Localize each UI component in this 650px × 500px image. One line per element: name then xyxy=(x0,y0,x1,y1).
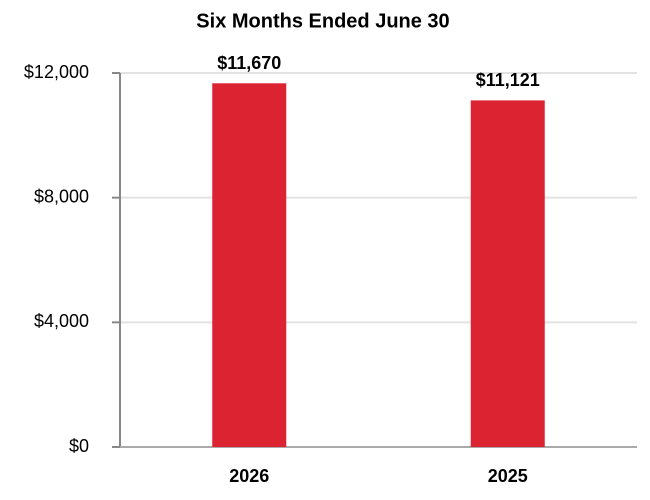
bar xyxy=(470,100,545,447)
data-label: $11,670 xyxy=(217,53,281,73)
bar xyxy=(212,83,287,447)
y-tick-label: $0 xyxy=(69,436,89,456)
y-tick-label: $12,000 xyxy=(24,62,89,82)
x-tick-label: 2026 xyxy=(229,466,269,486)
data-label: $11,121 xyxy=(476,70,540,90)
y-tick-label: $4,000 xyxy=(34,311,89,331)
y-tick-label: $8,000 xyxy=(34,186,89,206)
chart-title: Six Months Ended June 30 xyxy=(196,10,449,32)
x-tick-label: 2025 xyxy=(488,466,528,486)
